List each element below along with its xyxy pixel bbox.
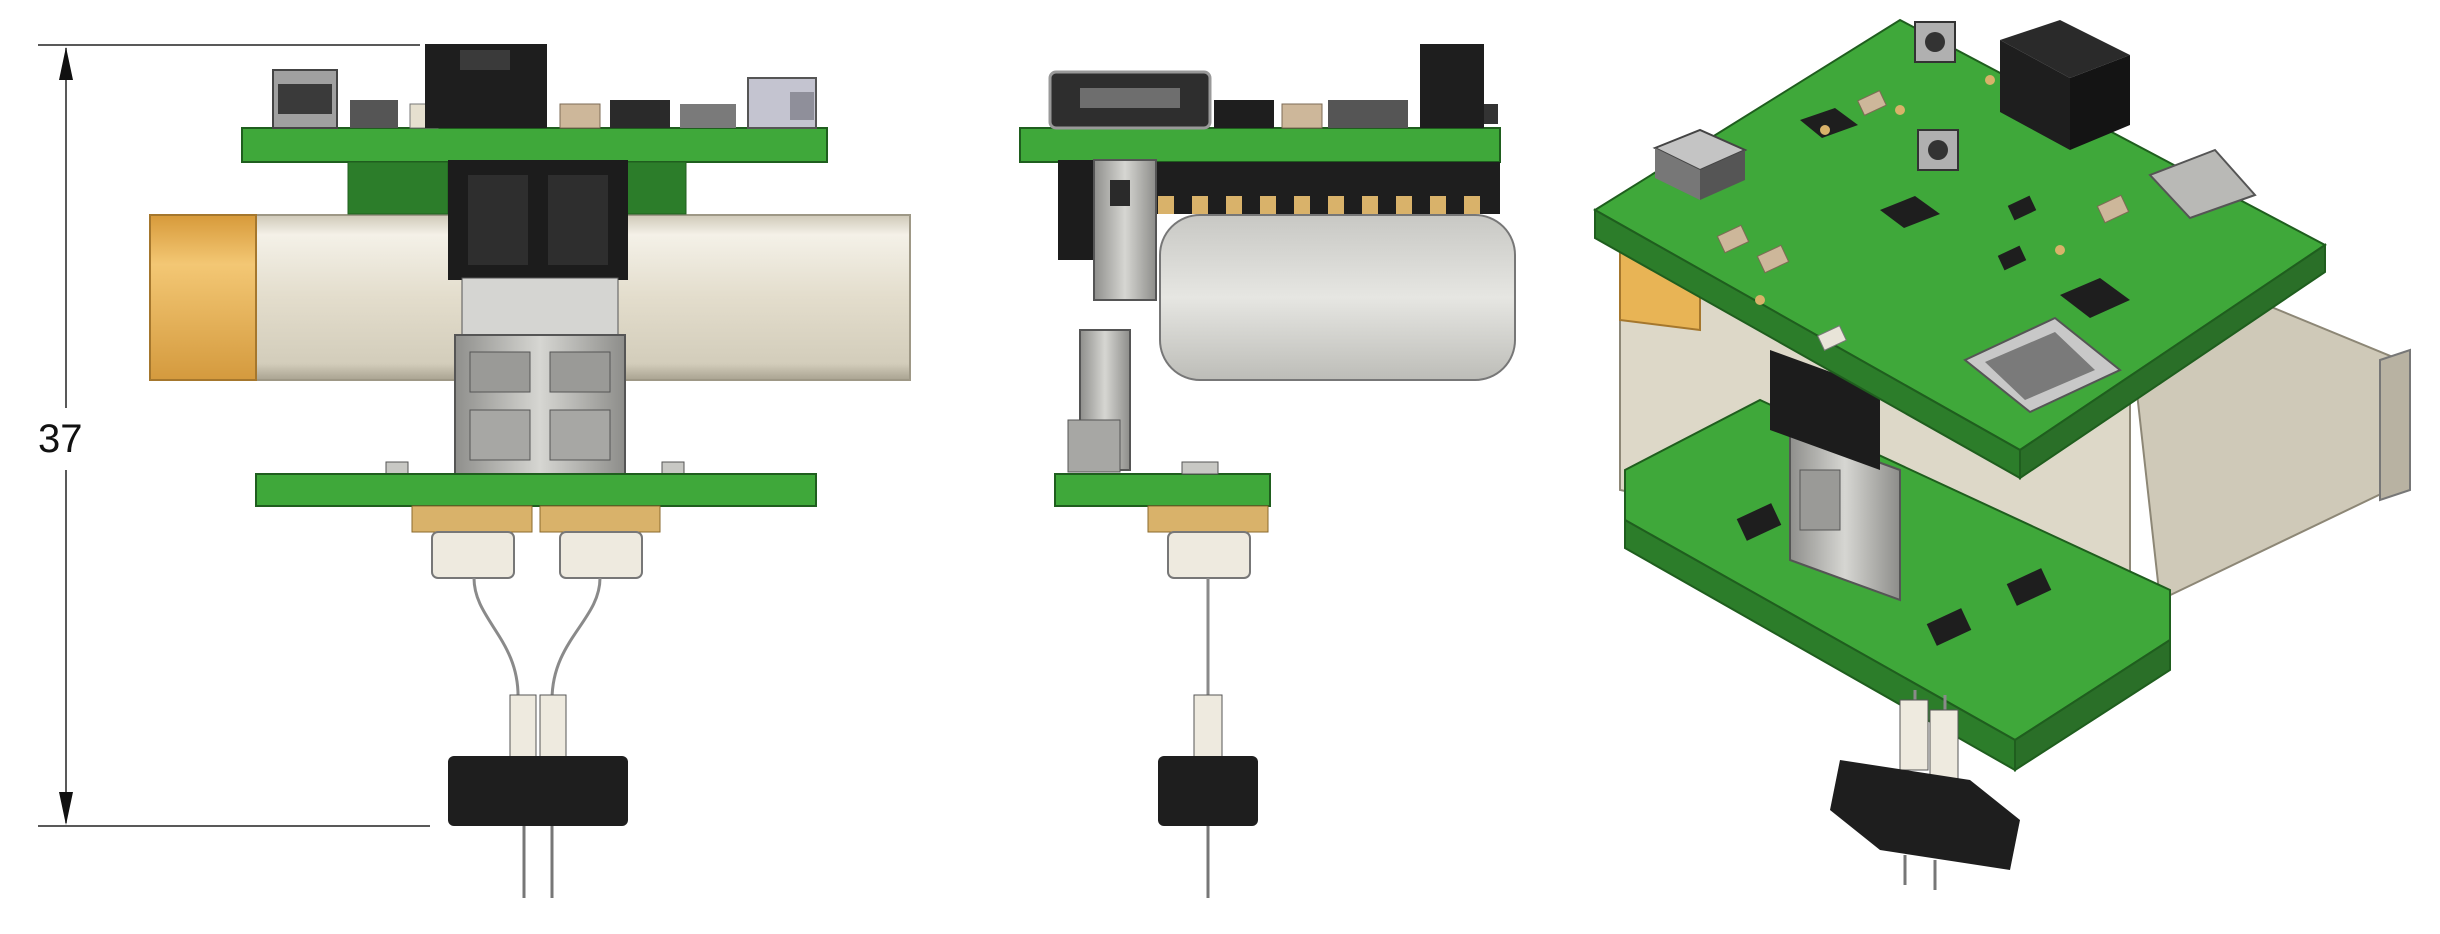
smd-component: [1181, 461, 1219, 475]
board-to-board-connector-side: [1058, 159, 1157, 473]
smd-component: [559, 103, 601, 129]
probe-body-iso: [1830, 760, 2020, 870]
height-dimension: 37: [38, 44, 430, 827]
underside-component: [347, 161, 449, 215]
bottom-pcb: [255, 461, 817, 507]
smd-component: [1880, 196, 1940, 228]
pin-row: [1158, 196, 1480, 214]
probe-body-side: [1158, 756, 1258, 826]
wire-left: [472, 577, 520, 701]
underside-component: [619, 161, 687, 215]
board-to-board-connector: [448, 160, 628, 476]
probe-body: [448, 756, 628, 826]
sensor-mount-side: [1147, 505, 1269, 533]
smd-component: [1800, 108, 1858, 138]
sensor-mount-left: [411, 505, 533, 579]
dimension-value: 37: [38, 417, 83, 461]
connector-header: [2000, 20, 2130, 78]
smd-component: [1736, 503, 1782, 541]
board-to-board-connector-iso: [1770, 350, 1901, 602]
isometric-view: [1593, 18, 2412, 890]
sensor-mount-right: [539, 505, 661, 579]
iso-components: [1652, 20, 2257, 414]
battery-end-cap: [149, 214, 257, 381]
dimension-arrow-top: [59, 47, 73, 80]
side-view: [1019, 44, 1516, 898]
smd-component: [2060, 278, 2130, 318]
bottom-pcb-side: [1054, 473, 1271, 507]
tactile-switch: [1420, 44, 1484, 128]
smd-component: [680, 104, 736, 128]
probe: [448, 694, 628, 898]
top-pcb-side: [1019, 44, 1501, 214]
wire-right: [550, 577, 602, 701]
front-view: [149, 44, 911, 898]
capacitor: [350, 100, 398, 128]
battery-cell-side: [1159, 214, 1516, 381]
smd-component: [2006, 568, 2052, 606]
probe-iso: [1830, 690, 2020, 890]
smd-component: [1926, 608, 1972, 646]
dimension-arrow-bottom: [59, 792, 73, 825]
tactile-switch: [1914, 21, 1956, 63]
smd-component: [610, 100, 670, 128]
slide-switch: [2148, 148, 2257, 220]
